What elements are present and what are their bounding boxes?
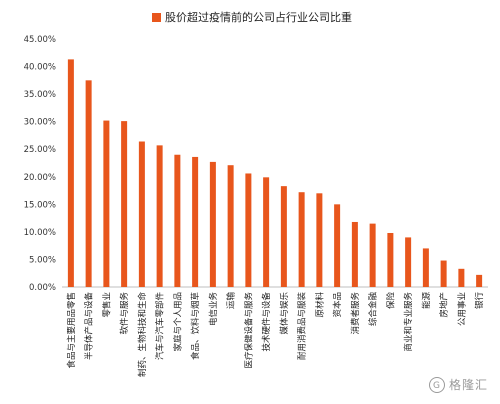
x-tick-label: 软件与服务 (119, 292, 130, 335)
bar (334, 204, 341, 287)
bar (422, 248, 429, 287)
bar (280, 186, 287, 287)
bar (156, 145, 163, 287)
x-tick-label: 食品与主要用品零售 (66, 292, 77, 369)
x-tick-label: 汽车与汽车零部件 (155, 292, 166, 361)
bar (209, 161, 216, 287)
bar (458, 268, 465, 287)
x-tick-label: 家庭与个人用品 (172, 292, 183, 352)
x-tick-label: 原材料 (314, 292, 325, 318)
watermark-text: 格隆汇 (448, 378, 488, 392)
y-tick-label: 45.00% (24, 35, 56, 45)
bar (387, 232, 394, 287)
bar (227, 165, 234, 287)
bar (67, 59, 74, 287)
x-tick-label: 媒体与娱乐 (279, 292, 290, 335)
bar (405, 237, 412, 287)
legend-label: 股价超过疫情前的公司占行业公司比重 (165, 11, 352, 24)
x-tick-label: 公用事业 (456, 292, 467, 326)
x-tick-label: 运输 (226, 292, 237, 310)
bar (298, 192, 305, 287)
bar (476, 274, 483, 287)
x-tick-label: 电信业务 (208, 292, 219, 327)
watermark-logo-icon: G (428, 376, 445, 393)
x-tick-label: 资本品 (332, 292, 343, 318)
legend-swatch (152, 12, 161, 22)
bar (121, 121, 128, 287)
x-tick-label: 半导体产品与设备 (84, 292, 95, 361)
bar (103, 120, 110, 287)
bar (174, 154, 181, 287)
bar (138, 141, 145, 287)
bar (85, 80, 92, 287)
y-tick-label: 15.00% (24, 200, 56, 210)
x-tick-label: 零售业 (101, 292, 112, 318)
bar (263, 177, 270, 287)
y-tick-label: 40.00% (24, 63, 56, 73)
y-tick-label: 30.00% (24, 118, 56, 128)
x-tick-label: 商业和专业服务 (403, 292, 414, 352)
x-tick-label: 房地产 (439, 292, 450, 318)
x-tick-label: 能源 (421, 292, 432, 310)
bar (316, 193, 323, 287)
bar (192, 156, 199, 287)
bar (369, 223, 376, 287)
x-tick-label: 耐用消费品与服装 (297, 292, 308, 361)
y-tick-label: 0.00% (29, 283, 56, 293)
bar (351, 221, 358, 287)
legend: 股价超过疫情前的公司占行业公司比重 (152, 9, 352, 25)
x-tick-label: 制药、生物科技和生命 (137, 292, 148, 378)
x-tick-label: 消费者服务 (350, 292, 361, 335)
y-tick-label: 10.00% (24, 228, 56, 238)
x-tick-label: 食品、饮料与烟草 (190, 292, 201, 361)
x-tick-label: 技术硬件与设备 (261, 292, 272, 352)
y-tick-label: 20.00% (24, 173, 56, 183)
y-tick-label: 25.00% (24, 145, 56, 155)
bar (245, 173, 252, 287)
bar (440, 260, 447, 287)
watermark: G 格隆汇 (428, 376, 488, 393)
x-tick-label: 银行 (474, 292, 485, 310)
x-tick-label: 保险 (385, 292, 396, 310)
y-tick-label: 5.00% (29, 255, 56, 265)
y-tick-label: 35.00% (24, 90, 56, 100)
x-tick-label: 医疗保健设备与服务 (243, 292, 254, 369)
x-tick-label: 综合金融 (368, 292, 379, 327)
